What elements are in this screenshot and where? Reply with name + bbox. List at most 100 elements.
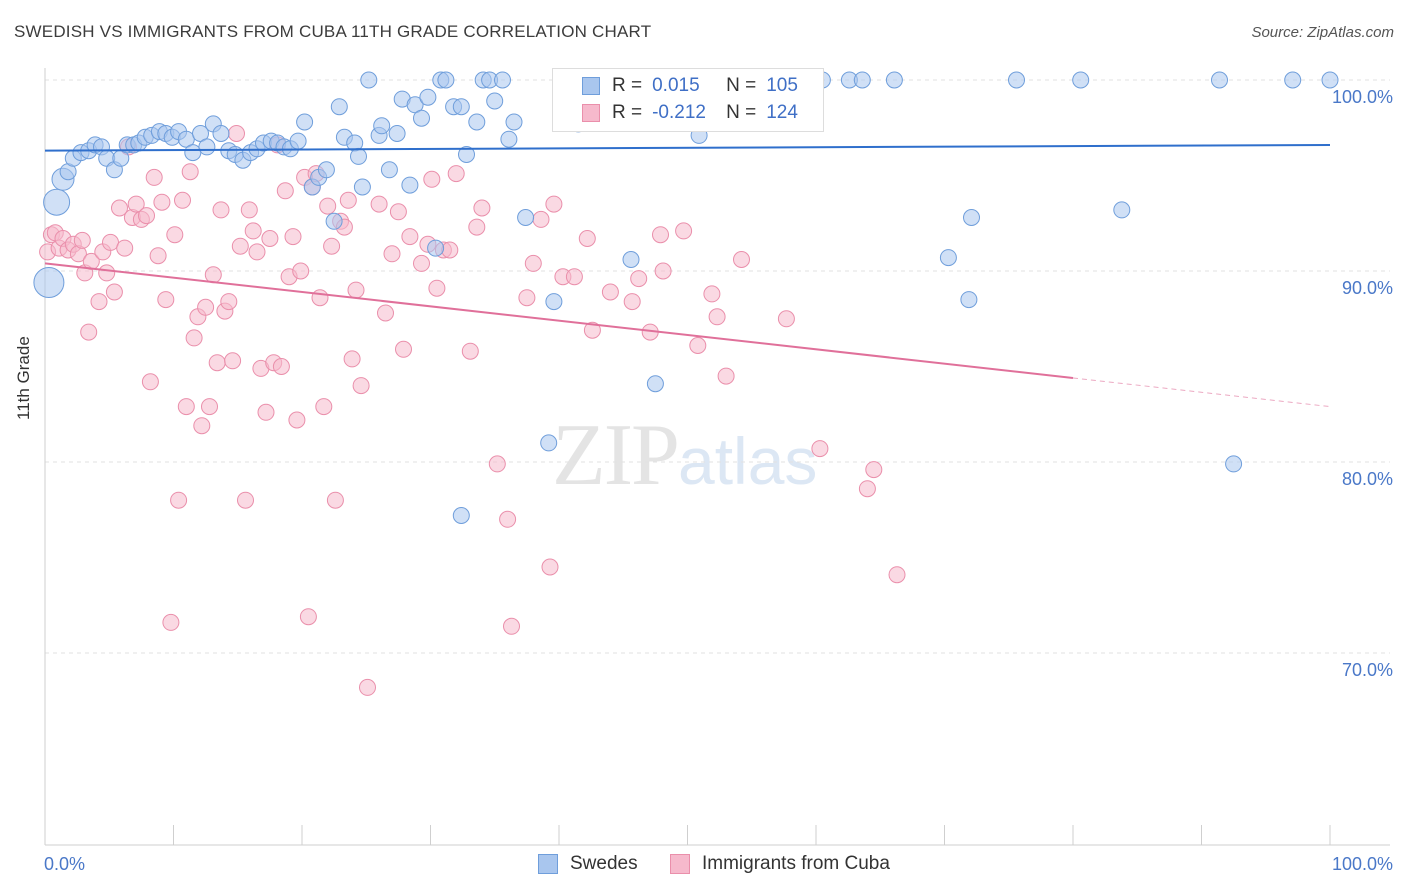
- cuba-point: [583, 321, 601, 339]
- cuba-point: [240, 201, 258, 219]
- cuba-point: [347, 281, 365, 299]
- cuba-point: [717, 367, 735, 385]
- watermark: ZIPatlas: [552, 405, 817, 506]
- cuba-point: [623, 293, 641, 311]
- cuba-point: [359, 678, 376, 696]
- cuba-point: [601, 283, 619, 301]
- cuba-point: [578, 230, 596, 247]
- swedes-point: [853, 71, 871, 89]
- stats-legend: R = 0.015 N = 105 R = -0.212 N = 124: [552, 68, 824, 132]
- swedes-point: [419, 88, 437, 106]
- swedes-point: [401, 176, 419, 194]
- cuba-point: [116, 239, 134, 257]
- n-label: N =: [726, 75, 757, 96]
- cuba-point: [170, 491, 188, 509]
- swedes-point: [380, 161, 398, 179]
- cuba-point: [532, 210, 550, 228]
- cuba-point: [473, 199, 491, 217]
- cuba-point: [102, 233, 119, 251]
- cuba-point: [654, 262, 672, 280]
- cuba-point: [244, 222, 262, 240]
- cuba-point: [138, 207, 155, 225]
- cuba-point: [105, 283, 123, 301]
- swedes-point: [1284, 71, 1302, 89]
- cuba-point: [177, 398, 195, 416]
- swedes-point: [540, 434, 558, 452]
- swedes-point: [939, 249, 957, 267]
- cuba-point: [73, 231, 91, 249]
- cuba-point: [503, 617, 520, 635]
- cuba-point: [352, 377, 370, 395]
- swedes-point: [330, 98, 348, 116]
- cuba-point: [248, 243, 266, 261]
- watermark-atlas: atlas: [678, 424, 818, 498]
- cuba-point: [675, 222, 693, 240]
- cuba-point: [257, 403, 275, 421]
- cuba-point: [141, 373, 159, 391]
- cuba-point: [90, 293, 108, 311]
- r-value: 0.015: [652, 75, 700, 96]
- swedes-point: [517, 209, 535, 226]
- cuba-point: [237, 491, 254, 509]
- cuba-point: [689, 337, 707, 354]
- cuba-point: [80, 323, 98, 341]
- cuba-point: [185, 329, 203, 347]
- cuba-point: [447, 165, 465, 183]
- swedes-point: [1321, 71, 1339, 89]
- cuba-point: [326, 491, 344, 509]
- cuba-point: [228, 125, 245, 142]
- cuba-point: [541, 558, 559, 576]
- r-value: -0.212: [652, 102, 706, 123]
- legend-item-swedes[interactable]: Swedes: [538, 853, 638, 875]
- cuba-point: [315, 398, 333, 416]
- swedes-point: [373, 117, 391, 135]
- cuba-point: [389, 203, 407, 221]
- cuba-point: [811, 440, 829, 458]
- cuba-point: [499, 510, 517, 528]
- stats-row-cuba: R = -0.212 N = 124: [553, 100, 798, 126]
- cuba-point: [488, 455, 506, 473]
- cuba-point: [545, 195, 563, 213]
- swedes-point: [1225, 455, 1243, 473]
- cuba-point: [777, 310, 795, 328]
- cuba-point: [565, 268, 583, 286]
- y-tick-label: 90.0%: [1342, 278, 1393, 298]
- y-tick-label: 100.0%: [1332, 87, 1393, 107]
- swedes-point: [505, 113, 523, 131]
- swedes-point: [350, 147, 367, 165]
- swedes-point: [1008, 71, 1025, 89]
- cuba-point: [181, 163, 199, 181]
- swedes-point: [33, 267, 65, 298]
- cuba-point: [212, 201, 230, 219]
- cuba-point: [261, 230, 279, 247]
- watermark-zip: ZIP: [552, 407, 680, 504]
- swedes-legend-swatch: [538, 854, 558, 874]
- swedes-point: [1113, 201, 1131, 219]
- cuba-point: [383, 245, 401, 263]
- cuba-point: [428, 279, 446, 297]
- cuba-point: [343, 350, 361, 368]
- cuba-point: [733, 251, 750, 268]
- cuba-point: [518, 289, 536, 307]
- swedes-point: [885, 71, 903, 89]
- cuba-point: [157, 291, 175, 309]
- cuba-point: [441, 241, 459, 259]
- cuba-point: [166, 226, 184, 244]
- cuba-legend-swatch: [670, 854, 690, 874]
- cuba-point: [204, 266, 222, 284]
- swedes-point: [622, 251, 640, 268]
- cuba-point: [272, 358, 290, 375]
- legend-label-cuba: Immigrants from Cuba: [702, 853, 890, 874]
- swedes-point: [413, 109, 430, 127]
- swedes-point: [500, 130, 518, 148]
- swedes-point: [289, 132, 307, 150]
- n-label: N =: [726, 102, 757, 123]
- cuba-point: [284, 228, 302, 246]
- chart-title: SWEDISH VS IMMIGRANTS FROM CUBA 11TH GRA…: [14, 22, 652, 41]
- y-tick-label: 80.0%: [1342, 469, 1393, 489]
- legend-item-cuba[interactable]: Immigrants from Cuba: [670, 853, 890, 875]
- swedes-point: [486, 92, 504, 110]
- swedes-point: [184, 144, 202, 162]
- cuba-point: [145, 168, 163, 186]
